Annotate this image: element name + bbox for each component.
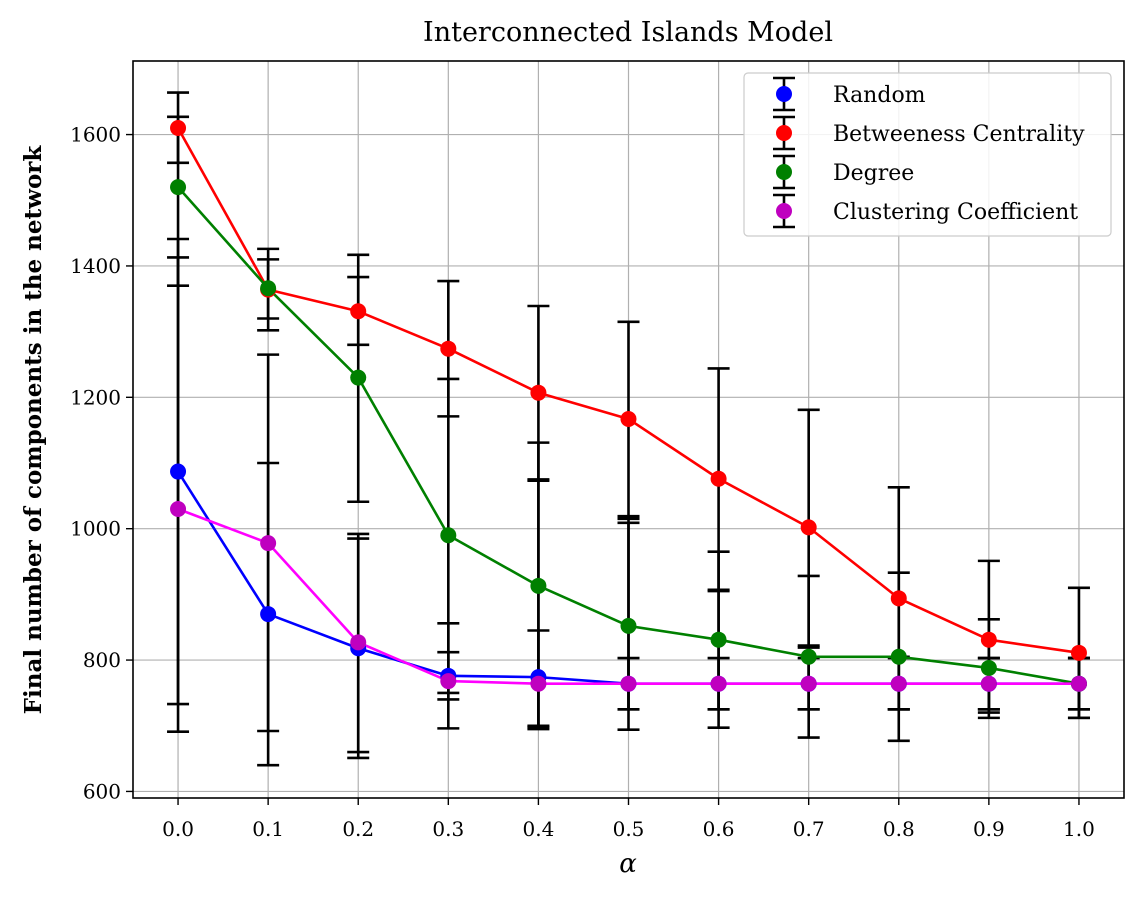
data-point-degree	[890, 648, 907, 665]
data-point-clustering-coefficient	[530, 675, 547, 692]
x-tick-label: 0.3	[432, 817, 464, 841]
y-tick-label: 1400	[70, 254, 121, 278]
y-tick-label: 600	[83, 779, 121, 803]
y-axis-label: Final number of components in the networ…	[20, 145, 47, 715]
x-tick-label: 0.0	[162, 817, 194, 841]
x-tick-label: 0.8	[883, 817, 915, 841]
x-axis-label: α	[619, 849, 637, 879]
chart-title: Interconnected Islands Model	[423, 17, 833, 48]
x-tick-label: 1.0	[1063, 817, 1095, 841]
data-point-betweeness-centrality	[170, 120, 187, 136]
data-point-betweeness-centrality	[530, 384, 547, 401]
data-point-degree	[260, 280, 277, 297]
data-point-betweeness-centrality	[620, 410, 637, 427]
y-tick-label: 1600	[70, 123, 121, 147]
legend-box	[743, 72, 1112, 237]
data-point-betweeness-centrality	[710, 470, 727, 487]
legend-marker-degree	[776, 164, 792, 180]
data-point-degree	[350, 369, 367, 386]
data-point-clustering-coefficient	[350, 634, 367, 651]
legend-label-degree: Degree	[833, 161, 914, 186]
y-tick-label: 800	[83, 648, 121, 672]
y-axis-ticks: 600 800 1000 1200 1400 1600	[70, 123, 133, 803]
data-point-betweeness-centrality	[980, 631, 997, 648]
data-point-clustering-coefficient	[710, 675, 727, 692]
y-tick-label: 1200	[70, 385, 121, 409]
data-point-clustering-coefficient	[260, 535, 277, 552]
data-point-degree	[440, 527, 457, 544]
data-point-degree	[620, 617, 637, 634]
x-tick-label: 0.5	[613, 817, 645, 841]
data-point-clustering-coefficient	[890, 675, 907, 692]
legend-marker-random	[776, 86, 792, 102]
legend: Random Betweeness Centrality Degree Cluster…	[743, 72, 1112, 237]
data-point-degree	[710, 631, 727, 648]
x-axis-ticks: 0.0 0.1 0.2 0.3 0.4 0.5 0.6 0.7 0.8 0.9 1.0	[162, 798, 1095, 841]
legend-label-clustering-coefficient: Clustering Coefficient	[833, 200, 1078, 225]
legend-label-betweeness-centrality: Betweeness Centrality	[833, 122, 1085, 147]
x-tick-label: 0.7	[793, 817, 825, 841]
data-point-betweeness-centrality	[890, 590, 907, 607]
x-tick-label: 0.9	[973, 817, 1005, 841]
data-point-betweeness-centrality	[440, 340, 457, 357]
y-tick-label: 1000	[70, 517, 121, 541]
data-point-degree	[530, 577, 547, 594]
data-point-random	[260, 606, 277, 623]
data-point-degree	[170, 179, 187, 196]
data-point-clustering-coefficient	[980, 675, 997, 692]
data-point-random	[170, 463, 187, 480]
x-tick-label: 0.1	[252, 817, 284, 841]
data-points	[170, 120, 1087, 692]
data-point-degree	[980, 659, 997, 676]
data-point-betweeness-centrality	[800, 519, 817, 536]
data-point-clustering-coefficient	[620, 675, 637, 692]
data-point-clustering-coefficient	[440, 673, 457, 690]
x-tick-label: 0.2	[342, 817, 374, 841]
x-tick-label: 0.4	[523, 817, 555, 841]
data-point-betweeness-centrality	[1070, 644, 1087, 661]
legend-marker-betweeness-centrality	[776, 125, 792, 141]
data-point-betweeness-centrality	[350, 303, 367, 320]
x-tick-label: 0.6	[703, 817, 735, 841]
data-point-degree	[800, 648, 817, 665]
data-point-clustering-coefficient	[800, 675, 817, 692]
legend-marker-clustering-coefficient	[776, 203, 792, 219]
data-point-clustering-coefficient	[1070, 675, 1087, 692]
data-point-clustering-coefficient	[170, 500, 187, 517]
legend-label-random: Random	[833, 83, 926, 108]
